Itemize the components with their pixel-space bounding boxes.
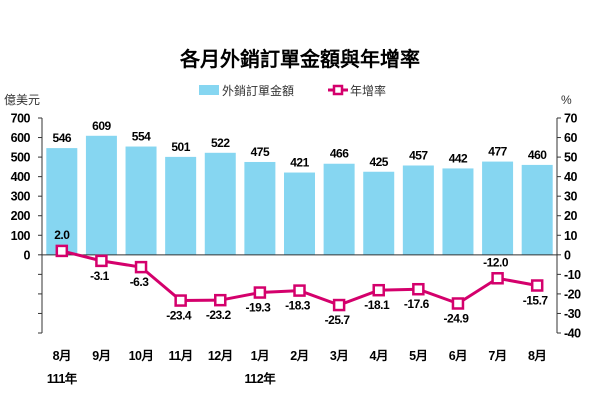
growth-rate-marker — [412, 282, 425, 296]
legend-bar-label: 外銷訂單金額 — [222, 83, 294, 98]
bar-value-label: 546 — [53, 131, 72, 145]
left-tick-label: 500 — [11, 151, 31, 165]
growth-rate-marker — [55, 244, 69, 258]
right-tick-label: 70 — [564, 112, 577, 126]
bar-value-label: 421 — [290, 156, 309, 170]
bar-value-label: 466 — [330, 147, 349, 161]
bar — [363, 171, 395, 255]
growth-rate-label: -12.0 — [483, 255, 509, 269]
right-tick-label: 20 — [564, 209, 577, 223]
x-tick-label: 8月 — [53, 349, 71, 363]
right-tick-label: -40 — [564, 327, 581, 341]
bar-value-label: 522 — [211, 136, 230, 150]
bar-value-label: 457 — [409, 148, 428, 162]
x-tick-label: 3月 — [330, 349, 348, 363]
growth-rate-marker — [134, 260, 148, 274]
left-tick-label: 0 — [24, 248, 31, 262]
growth-rate-label: 2.0 — [54, 228, 70, 242]
growth-rate-marker — [214, 293, 227, 307]
left-tick-label: 700 — [11, 112, 31, 126]
x-tick-label: 10月 — [129, 349, 154, 363]
x-tick-label: 8月 — [528, 349, 546, 363]
left-tick-label: 100 — [11, 229, 31, 243]
bar — [165, 156, 197, 255]
growth-rate-label: -15.7 — [523, 294, 549, 308]
x-tick-label: 5月 — [409, 349, 427, 363]
bar-value-label: 425 — [369, 155, 388, 169]
growth-rate-label: -18.1 — [364, 298, 390, 312]
growth-rate-marker — [95, 254, 108, 268]
bar — [46, 148, 78, 255]
growth-rate-label: -17.6 — [404, 297, 430, 311]
right-tick-label: 30 — [564, 190, 577, 204]
bar — [442, 168, 474, 255]
growth-rate-marker — [372, 283, 385, 297]
bar-value-label: 442 — [449, 151, 468, 165]
right-tick-label: -20 — [564, 287, 581, 301]
x-tick-label: 7月 — [488, 349, 506, 363]
bar — [284, 172, 315, 255]
bar-value-label: 477 — [488, 145, 507, 159]
bar — [323, 163, 355, 255]
bar — [125, 146, 157, 255]
chart-title: 各月外銷訂單金額與年增率 — [179, 47, 420, 71]
growth-rate-label: -18.3 — [285, 299, 311, 313]
growth-rate-marker — [174, 294, 187, 307]
growth-rate-label: -25.7 — [325, 313, 351, 327]
legend-line-label: 年增率 — [350, 83, 386, 98]
legend-line-marker — [332, 84, 344, 96]
bar-value-label: 475 — [251, 145, 270, 159]
growth-rate-label: -24.9 — [444, 311, 470, 325]
legend: 外銷訂單金額 年增率 — [199, 83, 386, 98]
bar-value-label: 501 — [171, 140, 190, 154]
legend-bar-swatch — [199, 85, 219, 95]
year-label: 111年 — [47, 371, 78, 386]
year-label: 112年 — [245, 371, 277, 386]
bar — [521, 164, 553, 255]
right-tick-label: 40 — [564, 170, 577, 184]
bar-value-label: 609 — [92, 119, 111, 133]
right-tick-label: 60 — [564, 131, 577, 145]
bar — [244, 161, 276, 255]
x-tick-label: 9月 — [92, 349, 110, 363]
right-tick-label: 50 — [564, 151, 577, 165]
x-tick-label: 11月 — [169, 349, 193, 363]
growth-rate-marker — [491, 272, 504, 285]
growth-rate-marker — [451, 297, 465, 310]
x-tick-label: 12月 — [208, 349, 233, 363]
bar — [402, 165, 434, 255]
right-axis-label: % — [561, 93, 572, 107]
left-axis-label: 億美元 — [4, 93, 40, 107]
right-tick-label: 0 — [564, 248, 571, 262]
bar-value-label: 460 — [528, 148, 547, 162]
growth-rate-marker — [293, 284, 306, 297]
bar — [482, 161, 514, 255]
growth-rate-marker — [332, 298, 346, 312]
right-tick-label: -30 — [564, 307, 581, 321]
right-tick-label: 10 — [564, 229, 577, 243]
growth-rate-marker — [253, 286, 267, 299]
x-tick-label: 2月 — [290, 349, 308, 363]
growth-rate-marker — [530, 279, 544, 292]
right-tick-label: -10 — [564, 268, 581, 282]
growth-rate-label: -23.4 — [166, 309, 192, 323]
growth-rate-label: -3.1 — [90, 269, 110, 283]
left-tick-label: 600 — [11, 131, 31, 145]
left-tick-label: 300 — [11, 190, 31, 204]
left-tick-label: 400 — [11, 170, 31, 184]
left-tick-label: 200 — [11, 209, 31, 223]
growth-rate-label: -6.3 — [130, 275, 150, 289]
x-tick-label: 4月 — [370, 349, 388, 363]
growth-rate-label: -19.3 — [245, 301, 271, 315]
bar — [204, 152, 236, 255]
bar-value-label: 554 — [132, 130, 151, 144]
x-tick-label: 6月 — [449, 349, 467, 363]
bar — [85, 135, 117, 255]
growth-rate-label: -23.2 — [206, 308, 232, 322]
x-tick-label: 1月 — [251, 349, 269, 363]
